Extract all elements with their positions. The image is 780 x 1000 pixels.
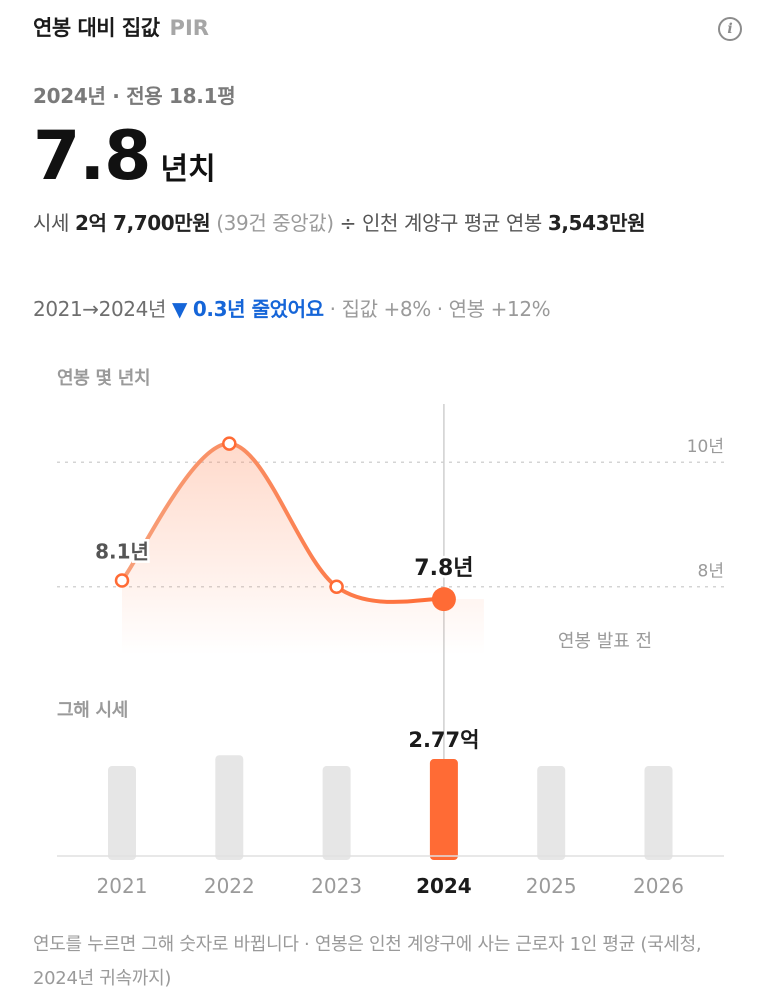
divide-operator: ÷ (339, 211, 357, 235)
pir-unit: 년치 (160, 152, 216, 187)
bar (322, 766, 351, 860)
page-subtitle: PIR (169, 16, 209, 40)
x-tick-label[interactable]: 2021 (97, 874, 148, 898)
price-label: 시세 (33, 211, 69, 235)
data-point (114, 573, 130, 588)
header: 연봉 대비 집값 PIR (33, 12, 209, 46)
page-title: 연봉 대비 집값 (33, 16, 160, 40)
income-value: 3,543만원 (547, 211, 646, 235)
data-point-selected (431, 587, 456, 612)
bar-value-label: 2.77억 (408, 728, 479, 752)
point-label: 7.8년 (414, 556, 473, 581)
y-tick-label: 8년 (698, 562, 724, 582)
change-amount: 0.3년 줄었어요 (192, 297, 324, 321)
x-tick-label[interactable]: 2023 (311, 874, 362, 898)
change-summary: 2021→2024년 ▼ 0.3년 줄었어요 · 집값 +8% · 연봉 +12… (33, 293, 551, 322)
bar (644, 766, 673, 860)
bar (215, 755, 244, 860)
meta-text: 2024년 · 전용 18.1평 (33, 84, 236, 108)
income-label: 인천 계양구 평균 연봉 (362, 211, 542, 235)
bar (108, 766, 136, 860)
annotation-label: 연봉 발표 전 (558, 631, 652, 652)
line-area (122, 443, 484, 655)
line-chart-title: 연봉 몇 년치 (57, 368, 151, 389)
price-value: 2억 7,700만원 (74, 211, 211, 235)
point-label: 8.1년 (95, 540, 149, 564)
change-period: 2021→2024년 (33, 297, 166, 321)
bar-selected (429, 759, 458, 860)
bar-chart-title: 그해 시세 (57, 700, 129, 721)
info-icon[interactable]: i (718, 17, 742, 41)
x-tick-label[interactable]: 2024 (416, 874, 472, 898)
y-tick-label: 10년 (687, 437, 724, 457)
data-point (329, 579, 344, 594)
x-tick-label[interactable]: 2022 (204, 874, 255, 898)
footnote: 연도를 누르면 그해 숫자로 바뀝니다 · 연봉은 인천 계양구에 사는 근로자… (33, 934, 702, 989)
price-note: (39건 중앙값) (216, 211, 334, 235)
data-point (222, 436, 237, 451)
formula: 시세 2억 7,700만원 (39건 중앙값) ÷ 인천 계양구 평균 연봉 3… (33, 207, 646, 236)
down-arrow-icon: ▼ (171, 297, 187, 321)
pir-value: 7.8 (33, 117, 151, 196)
x-tick-label[interactable]: 2026 (633, 874, 684, 898)
series-line (120, 441, 446, 604)
x-tick-label[interactable]: 2025 (526, 874, 577, 898)
bar (537, 766, 566, 860)
change-details: · 집값 +8% · 연봉 +12% (329, 297, 551, 321)
pir-value-group: 7.8 년치 (33, 117, 216, 197)
